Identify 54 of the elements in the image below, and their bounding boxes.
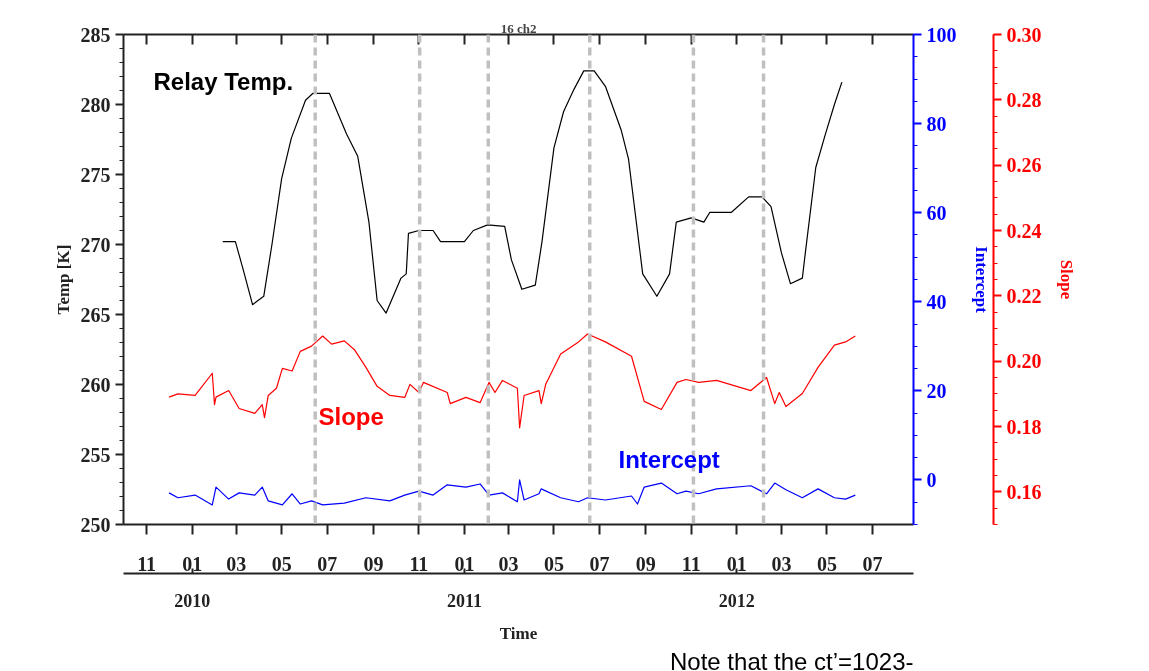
y2-tick-label: 40 xyxy=(926,290,947,313)
line-series xyxy=(222,70,843,314)
y2-tick-label: 0 xyxy=(926,468,937,491)
x-tick-label: 07 xyxy=(862,552,883,575)
y3-axis-title: Slope xyxy=(1056,259,1076,300)
x2-tick-label: 2010 xyxy=(174,590,211,611)
x-tick-label: 09 xyxy=(363,552,384,575)
y-tick-label: 270 xyxy=(80,233,111,256)
chart-title: 16 ch2 xyxy=(500,20,537,36)
y3-tick-label: 0.28 xyxy=(1006,88,1042,111)
y3-tick-label: 0.18 xyxy=(1006,415,1042,438)
x-tick-label: 05 xyxy=(543,552,564,575)
y3-tick-label: 0.22 xyxy=(1006,284,1042,307)
x-tick-label: 11 xyxy=(137,552,157,575)
y2-tick-label: 20 xyxy=(926,379,947,402)
x-tick-label: 05 xyxy=(816,552,837,575)
line-series xyxy=(168,479,856,506)
x-tick-label: 09 xyxy=(635,552,656,575)
x-tick-label: 03 xyxy=(771,552,792,575)
x-tick-label: 11 xyxy=(681,552,701,575)
x-tick-label: 07 xyxy=(589,552,610,575)
y-tick-label: 285 xyxy=(80,23,111,46)
y3-tick-label: 0.30 xyxy=(1006,23,1042,46)
y3-tick-label: 0.24 xyxy=(1006,219,1042,242)
y-axis-title: Temp [K] xyxy=(53,244,73,315)
line-series xyxy=(168,333,856,429)
y3-tick-label: 0.16 xyxy=(1006,480,1042,503)
x-tick-label: 01 xyxy=(454,552,475,575)
text: Note that the ct’=1023- xyxy=(670,647,914,671)
x2-tick-label: 2011 xyxy=(446,590,482,611)
y-tick-label: 265 xyxy=(80,303,111,326)
y2-tick-label: 60 xyxy=(926,201,947,224)
x-tick-label: 07 xyxy=(317,552,338,575)
y-tick-label: 260 xyxy=(80,373,111,396)
y2-tick-label: 100 xyxy=(926,23,957,46)
series-label: Slope xyxy=(318,402,384,430)
y2-tick-label: 80 xyxy=(926,112,947,135)
series-label: Intercept xyxy=(618,445,720,473)
x-tick-label: 01 xyxy=(726,552,747,575)
x-tick-label: 01 xyxy=(182,552,203,575)
y3-tick-label: 0.26 xyxy=(1006,154,1042,177)
x-tick-label: 03 xyxy=(498,552,519,575)
y-tick-label: 255 xyxy=(80,443,111,466)
series-label: Relay Temp. xyxy=(153,67,294,95)
y-tick-label: 275 xyxy=(80,163,111,186)
x2-tick-label: 2012 xyxy=(718,590,755,611)
x-tick-label: 03 xyxy=(226,552,247,575)
x-tick-label: 11 xyxy=(409,552,429,575)
y2-axis-title: Intercept xyxy=(971,246,991,314)
y-tick-label: 280 xyxy=(80,93,111,116)
y3-tick-label: 0.20 xyxy=(1006,350,1042,373)
x-tick-label: 05 xyxy=(271,552,292,575)
y-tick-label: 250 xyxy=(80,513,111,536)
x-axis-title: Time xyxy=(499,623,538,643)
